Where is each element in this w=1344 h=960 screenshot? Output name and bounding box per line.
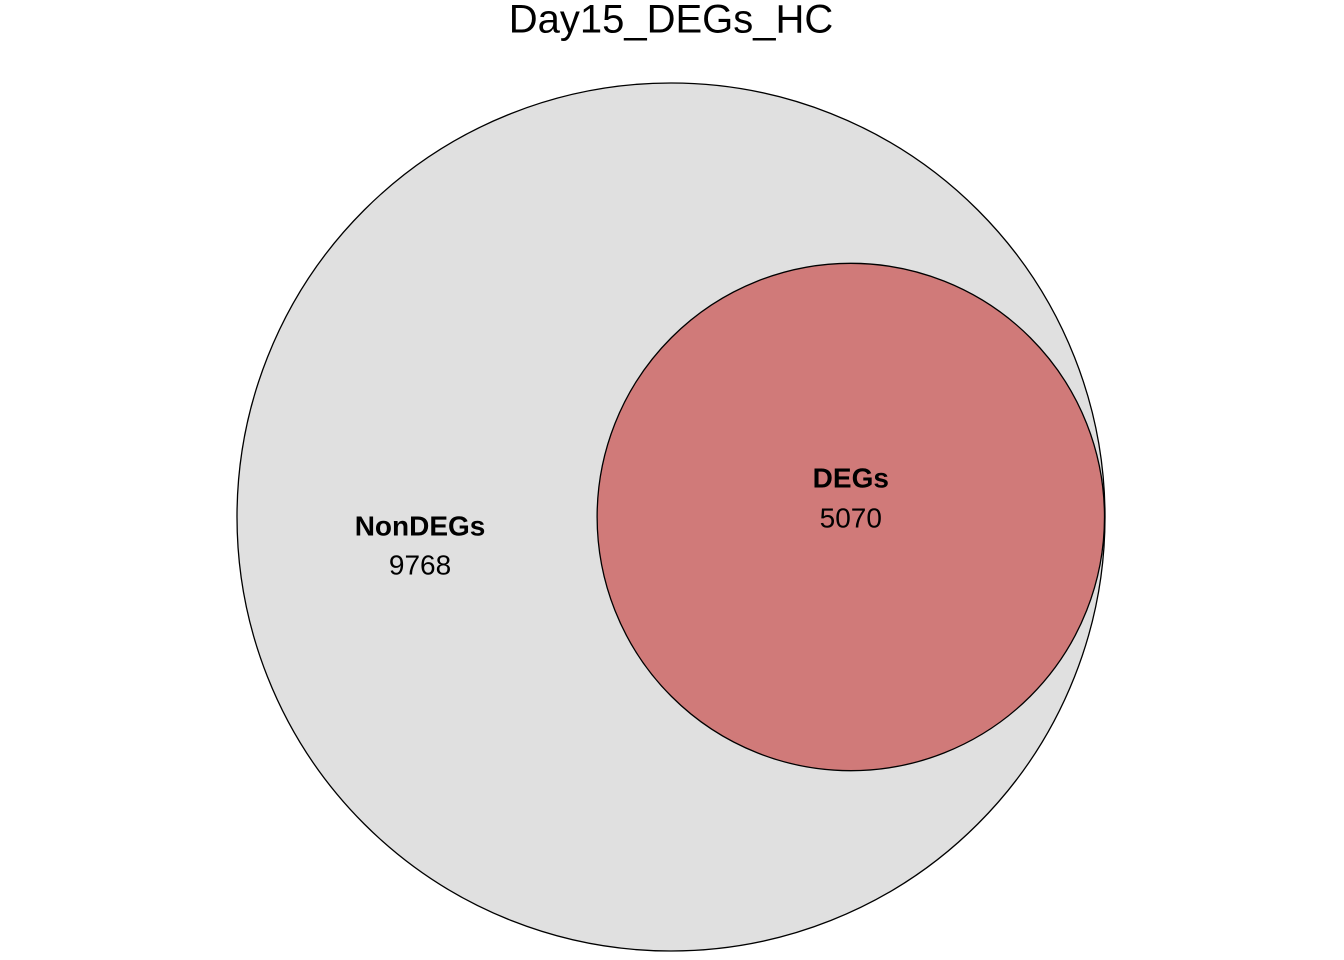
set-label: DEGs <box>813 462 889 493</box>
set-circle <box>596 262 1106 772</box>
set-value: 5070 <box>820 502 882 533</box>
set-label: NonDEGs <box>355 510 486 541</box>
set-value: 9768 <box>389 549 451 580</box>
chart-title: Day15_DEGs_HC <box>509 0 834 42</box>
